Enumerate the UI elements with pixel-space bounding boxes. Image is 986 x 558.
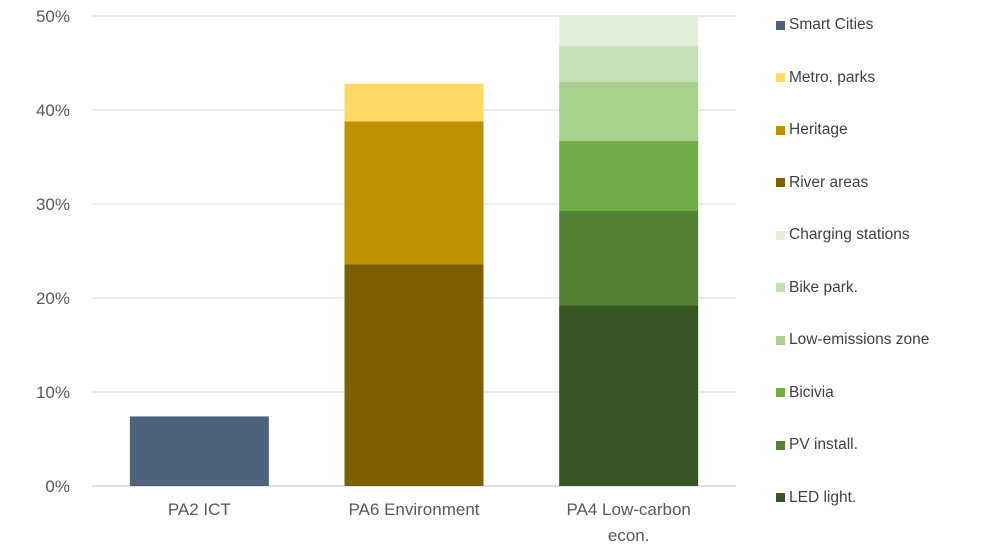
bar-segment-charging-stations — [559, 16, 699, 47]
y-tick-label: 30% — [36, 195, 70, 214]
bar-segment-bike-park — [559, 46, 699, 82]
x-tick-label: PA4 Low-carbon econ. — [566, 500, 690, 545]
y-tick-label: 50% — [36, 7, 70, 26]
bar-segment-led-light — [559, 305, 699, 486]
legend-label: Charging stations — [789, 226, 910, 243]
legend-item: PV install. — [776, 434, 858, 456]
x-tick-label: PA2 ICT — [168, 500, 231, 519]
legend-swatch — [776, 388, 785, 397]
legend-item: Metro. parks — [776, 67, 875, 89]
legend-swatch — [776, 20, 785, 30]
y-tick-label: 20% — [36, 289, 70, 308]
legend-item: LED light. — [776, 487, 856, 509]
bar-segment-river-areas — [344, 264, 484, 486]
bar-segment-metro-parks — [344, 83, 484, 122]
legend-label: Low-emissions zone — [789, 331, 930, 348]
bar-segment-low-emissions-zone — [559, 81, 699, 142]
legend-swatch — [776, 493, 785, 502]
legend-label: LED light. — [789, 488, 857, 506]
y-tick-label: 10% — [36, 383, 70, 402]
legend-swatch — [776, 335, 785, 345]
bar-segment-pv-install — [559, 210, 699, 306]
legend-item: Smart Cities — [776, 14, 873, 36]
legend-label: Metro. parks — [789, 68, 876, 86]
y-tick-label: 0% — [45, 477, 70, 496]
legend-item: Bike park. — [776, 277, 858, 299]
legend-label: Bike park. — [789, 278, 858, 296]
legend-swatch — [776, 230, 785, 240]
bar-segment-bicivia — [559, 141, 699, 211]
y-tick-label: 40% — [36, 101, 70, 120]
legend-swatch — [776, 73, 785, 82]
bar-segment-smart-cities — [129, 416, 269, 486]
legend-label: Heritage — [789, 121, 848, 138]
legend-swatch — [776, 178, 785, 187]
legend-item: Charging stations — [776, 224, 910, 246]
legend-item: River areas — [776, 172, 868, 194]
x-tick-label: PA6 Environment — [348, 500, 479, 519]
legend-label: Bicivia — [789, 383, 834, 401]
legend-item: Heritage — [776, 119, 848, 141]
legend-label: River areas — [789, 173, 869, 191]
legend-swatch — [776, 125, 785, 135]
bar-segment-heritage — [344, 121, 484, 265]
legend-swatch — [776, 283, 785, 292]
legend-label: Smart Cities — [789, 16, 874, 33]
legend-swatch — [776, 440, 785, 450]
legend-item: Low-emissions zone — [776, 329, 929, 351]
legend-label: PV install. — [789, 436, 858, 453]
legend-item: Bicivia — [776, 382, 834, 404]
